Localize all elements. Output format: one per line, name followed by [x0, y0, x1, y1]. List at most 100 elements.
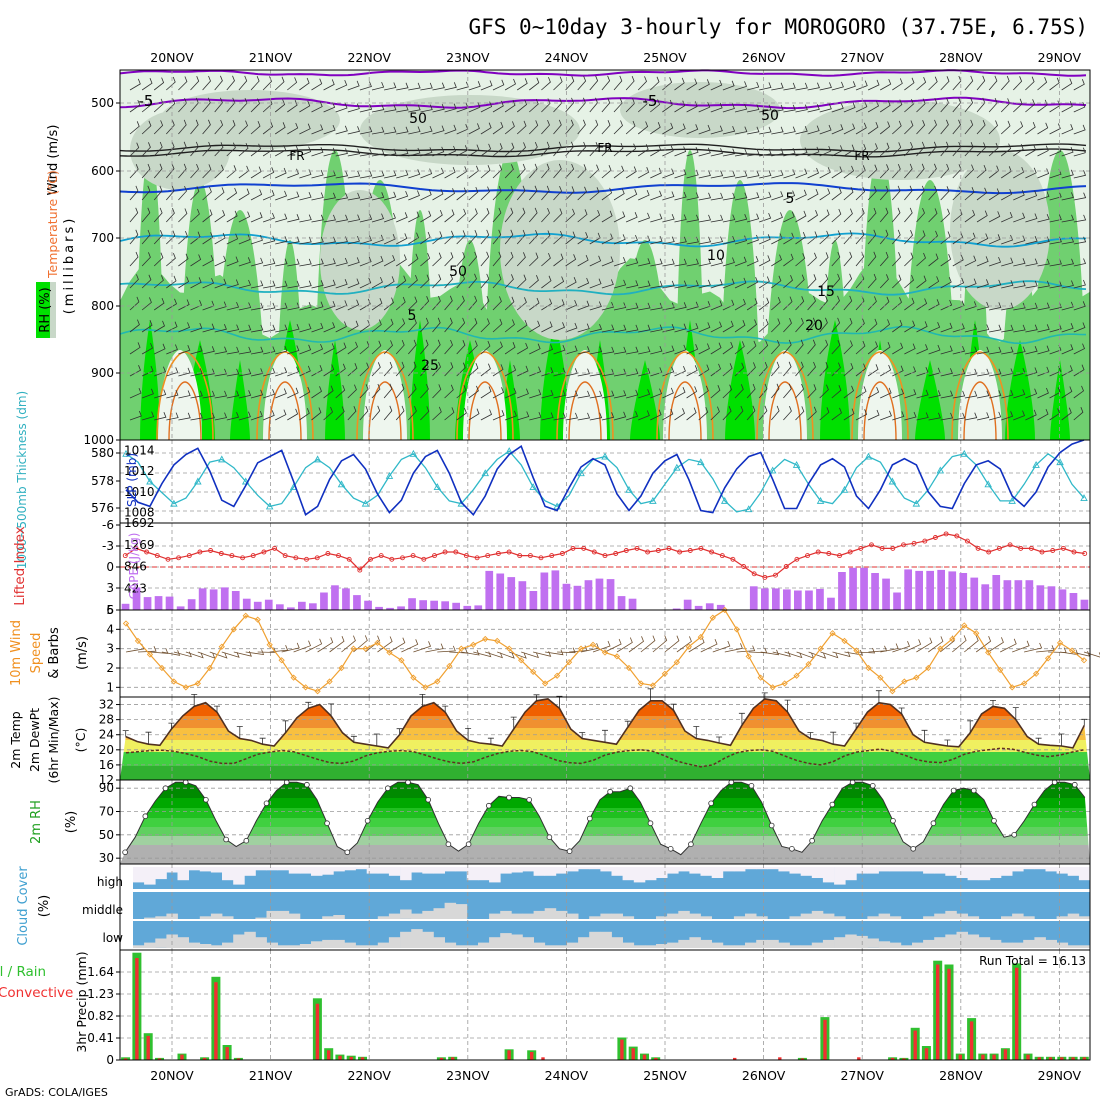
cloud_low-bar-69: [900, 945, 913, 948]
thickness-point-16: [313, 455, 322, 463]
precip-conv-bar-80: [1026, 1054, 1030, 1060]
thickness-point-48: [697, 458, 705, 466]
pressure-tick-1: 600: [91, 164, 114, 178]
cape-bar-57: [749, 586, 758, 610]
rh-point-82: [950, 787, 957, 794]
rh-point-74: [869, 782, 876, 789]
cloud_low-bar-11: [255, 937, 267, 948]
cloud_low-bar-39: [567, 942, 579, 948]
thickness-point-68: [936, 466, 945, 474]
cloud_middle-bar-44: [622, 916, 635, 919]
wind10m-tick-1: 4: [106, 622, 114, 636]
chart-title: GFS 0~10day 3-hourly for MOROGORO (37.75…: [468, 15, 1088, 39]
cloud_high-bar-5: [188, 867, 201, 871]
wind10m-point-19: [350, 645, 357, 652]
li-point-2: [144, 549, 150, 555]
pressure-axis-ticks: 500 600 700 800 900 1000: [83, 96, 120, 447]
cape-bar-11: [242, 598, 251, 610]
cloud_high-bar-43: [611, 867, 623, 876]
cloud_middle-bar-68: [889, 916, 902, 919]
li-tick-1: -3: [102, 539, 114, 553]
contour-label-2: FR: [289, 149, 304, 163]
cloud_high-bar-22: [377, 867, 390, 874]
thickness-point-50: [720, 496, 729, 504]
cape-bar-80: [1003, 580, 1012, 610]
temp-bar-26: [419, 694, 426, 707]
wind10m-point-39: [589, 641, 597, 648]
cloud_low-bar-84: [1067, 945, 1080, 948]
cape-bar-85: [1058, 589, 1067, 610]
cape-bar-83: [1036, 585, 1045, 610]
wind10m-barb-24: [413, 641, 432, 653]
cape-bar-62: [805, 590, 813, 610]
cloud_low-bar-40: [578, 937, 590, 948]
cloud_high-bar-78: [1001, 867, 1013, 876]
cloud_high-bar-57: [767, 867, 779, 870]
li-point-82: [996, 545, 1002, 551]
cloud_low-bar-33: [500, 933, 512, 948]
thickness-point-12: [265, 502, 274, 510]
rh2m-panel: 90 70 50 30 2m RH (%): [29, 779, 1091, 865]
cloud_high-bar-45: [633, 867, 646, 883]
li-point-27: [410, 553, 416, 559]
precip-conv-bar-19: [338, 1055, 342, 1060]
cloud_high-bar-3: [166, 867, 178, 873]
thickness-point-76: [1032, 460, 1040, 468]
wind10m-point-73: [997, 666, 1004, 674]
cloud_high-bar-61: [811, 867, 824, 878]
wind10m-barb-50: [724, 643, 743, 653]
day-labels-top: 20NOV 21NOV 22NOV 23NOV 24NOV 25NOV 26NOV 27NOV…: [150, 50, 1081, 65]
precip-conv-bar-2: [146, 1035, 150, 1060]
li-point-59: [751, 571, 757, 577]
wind10m-point-35: [541, 680, 549, 687]
rh2m-tick-1: 70: [99, 805, 114, 819]
cloud_high-bar-74: [956, 867, 968, 878]
day-label-top-20nov: 20NOV: [150, 50, 194, 65]
li-point-21: [346, 556, 352, 562]
li-point-69: [858, 545, 864, 551]
cape-bar-21: [353, 595, 361, 610]
wind10m-point-3: [158, 664, 166, 672]
wind10m-point-71: [973, 630, 980, 637]
cloud_middle-bar-41: [589, 916, 601, 919]
temp2m-tick-1: 28: [99, 713, 114, 727]
cloud_middle-bar-47: [656, 916, 668, 919]
precip-conv-bar-73: [947, 968, 951, 1060]
temp-bar-34: [510, 716, 517, 730]
wind10m-point-74: [1009, 684, 1016, 691]
precip-conv-bar-71: [924, 1048, 929, 1060]
li-point-77: [943, 531, 949, 537]
cloud_middle-bar-7: [210, 913, 223, 919]
cloud_middle-bar-12: [266, 910, 278, 919]
li-point-6: [186, 553, 192, 559]
day-label-top-24nov: 24NOV: [545, 50, 589, 65]
li-point-66: [826, 551, 832, 556]
wind10m-barb-75: [1024, 642, 1043, 653]
wind10m-barb-28: [461, 649, 480, 656]
day-label-bottom-25nov: 25NOV: [643, 1068, 687, 1083]
wind10m-barb-73: [1000, 638, 1017, 653]
li-point-32: [463, 553, 469, 559]
rh-point-52: [647, 820, 654, 826]
wind10m-point-20: [362, 645, 369, 652]
cape-bar-42: [584, 580, 593, 610]
cloud_middle-bar-25: [411, 913, 423, 919]
cloud_low-bar-71: [923, 939, 935, 948]
cloud_low-bar-59: [789, 945, 801, 948]
wind10m-barb-22: [389, 637, 406, 653]
thickness-point-34: [529, 483, 537, 490]
cloud_low-bar-45: [633, 945, 646, 948]
cape-bar-15: [287, 607, 295, 610]
li-point-8: [208, 548, 214, 553]
wind10m-point-31: [494, 637, 501, 645]
cloud_high-bar-66: [867, 867, 879, 874]
cloud_high-bar-39: [567, 867, 579, 872]
cape-bar-9: [220, 587, 229, 610]
cape-bar-64: [827, 597, 835, 610]
cloud_middle-bar-17: [322, 916, 334, 919]
cloud_high-bar-26: [422, 867, 434, 874]
rh-point-56: [688, 841, 694, 847]
dewpoint2m-line: [125, 747, 1085, 768]
cloud_low-bar-83: [1056, 942, 1069, 948]
cape-bar-6: [187, 599, 196, 610]
